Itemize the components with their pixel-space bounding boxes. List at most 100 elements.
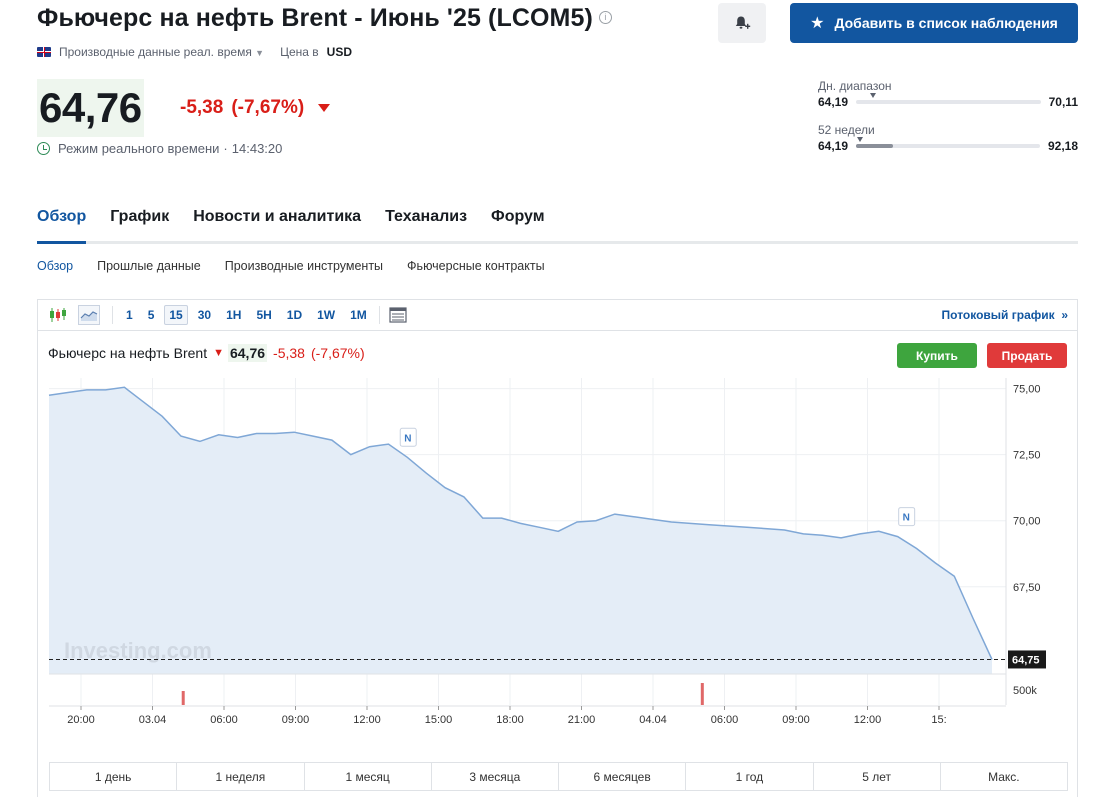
x-tick-label: 18:00 (496, 714, 524, 726)
week52-range-label: 52 недели (818, 123, 875, 137)
realtime-time: 14:43:20 (231, 141, 283, 156)
timeframe-1m[interactable]: 1M (350, 308, 367, 322)
page-title: Фьючерс на нефть Brent - Июнь '25 (LCOM5… (37, 4, 612, 33)
x-tick-label: 04.04 (639, 714, 667, 726)
chart-header: Фьючерс на нефть Brent ▼ 64,76 -5,38 (-7… (48, 344, 365, 362)
period-3m[interactable]: 3 месяца (432, 763, 559, 790)
last-price-badge (1008, 650, 1046, 669)
x-tick-label: 06:00 (210, 714, 238, 726)
down-arrow-icon: ▼ (213, 347, 224, 359)
x-tick-label: 21:00 (568, 714, 596, 726)
toolbar-divider (112, 306, 113, 324)
subtab-futures[interactable]: Фьючерсные контракты (407, 259, 545, 273)
news-marker (898, 507, 916, 527)
timeframe-5[interactable]: 5 (147, 308, 155, 322)
change-percent: (-7,67%) (231, 97, 305, 118)
day-range-bar (856, 93, 1041, 104)
info-icon[interactable]: i (598, 11, 612, 24)
chart-change-percent: (-7,67%) (310, 345, 365, 361)
x-tick-label: 15: (931, 714, 946, 726)
realtime-status: Режим реального времени · 14:43:20 (37, 141, 282, 156)
volume-axis-label: 500k (1013, 685, 1037, 697)
sub-tabs: Обзор Прошлые данные Производные инструм… (37, 259, 545, 273)
day-range-high: 70,11 (1048, 95, 1078, 109)
data-source-dropdown[interactable]: Производные данные реал. время ▼ (59, 45, 265, 59)
day-range-label: Дн. диапазон (818, 79, 892, 93)
week52-range-low: 64,19 (818, 139, 849, 153)
x-tick-label: 03.04 (139, 714, 167, 726)
star-icon: ★ (810, 15, 825, 32)
period-1d[interactable]: 1 день (50, 763, 178, 790)
realtime-separator: · (223, 141, 228, 156)
period-selector: 1 день 1 неделя 1 месяц 3 месяца 6 месяц… (49, 762, 1068, 791)
volume-bar (700, 683, 704, 705)
table-view-icon[interactable] (388, 305, 408, 325)
instrument-title: Фьючерс на нефть Brent - Июнь '25 (LCOM5… (37, 4, 593, 32)
timeframe-30[interactable]: 30 (197, 308, 212, 322)
subtab-derivatives[interactable]: Производные инструменты (224, 259, 384, 273)
chart-change: -5,38 (273, 345, 305, 361)
area-chart-icon[interactable] (78, 305, 100, 325)
timeframe-1[interactable]: 1 (126, 308, 133, 322)
news-marker-label: N (404, 433, 411, 444)
currency-value: USD (326, 45, 352, 59)
price-line (48, 386, 993, 660)
y-tick-label: 72,50 (1013, 450, 1041, 462)
bell-plus-icon (735, 16, 751, 29)
tab-news[interactable]: Новости и аналитика (193, 208, 362, 225)
week52-range-bar (856, 137, 1040, 148)
price-chart[interactable]: 75,00 72,50 70,00 67,50 Investing.com 64,75 N N… (38, 300, 1077, 755)
chart-panel: 1 5 15 30 1H 5H 1D 1W 1M Потоковый графи… (37, 299, 1078, 797)
caret-down-icon: ▼ (255, 48, 265, 58)
timeframe-15[interactable]: 15 (164, 305, 188, 325)
x-tick-label: 09:00 (282, 714, 310, 726)
timeframe-1d[interactable]: 1D (286, 308, 303, 322)
tab-technical[interactable]: Теханализ (385, 208, 468, 225)
x-tick-label: 12:00 (353, 714, 381, 726)
period-6m[interactable]: 6 месяцев (559, 763, 687, 790)
period-5y[interactable]: 5 лет (814, 763, 941, 790)
tab-chart[interactable]: График (110, 208, 170, 225)
y-tick-label: 75,00 (1013, 384, 1041, 396)
period-max[interactable]: Макс. (988, 769, 1020, 784)
timeframe-5h[interactable]: 5H (256, 308, 272, 322)
candlestick-icon[interactable] (48, 305, 68, 325)
toolbar-divider (378, 306, 380, 324)
add-to-watchlist-button[interactable]: ★ Добавить в список наблюдения (790, 3, 1078, 43)
timeframe-1w[interactable]: 1W (317, 308, 336, 322)
subtab-historical[interactable]: Прошлые данные (97, 259, 201, 273)
day-range-marker (869, 93, 876, 98)
x-tick-label: 06:00 (711, 714, 739, 726)
main-tabs: Обзор График Новости и аналитика Теханал… (37, 200, 1078, 244)
x-tick-label: 12:00 (854, 714, 882, 726)
alert-button[interactable] (718, 3, 766, 43)
down-arrow-icon (318, 104, 331, 112)
quote-meta: Производные данные реал. время ▼ Цена в … (37, 45, 352, 59)
x-tick-label: 20:00 (67, 714, 95, 726)
chart-instrument-name: Фьючерс на нефть Brent (48, 345, 208, 361)
currency-label: Цена в (280, 45, 319, 59)
news-marker (399, 427, 417, 447)
price-area (49, 387, 992, 674)
price-change: -5,38 (-7,67%) (180, 97, 331, 119)
last-price: 64,76 (39, 84, 142, 131)
period-1m[interactable]: 1 месяц (305, 763, 432, 790)
day-range: Дн. диапазон 64,19 70,11 (818, 79, 1078, 109)
buy-button[interactable]: Купить (897, 343, 977, 368)
timeframe-1h[interactable]: 1H (226, 308, 242, 322)
week52-range-marker (856, 137, 863, 142)
y-tick-label: 67,50 (1013, 582, 1041, 594)
last-price-box: 64,76 (37, 79, 144, 137)
period-1y[interactable]: 1 год (686, 763, 814, 790)
subtab-overview[interactable]: Обзор (37, 259, 74, 273)
week52-range-fill (856, 144, 893, 148)
tab-forum[interactable]: Форум (491, 208, 545, 225)
clock-icon (37, 142, 50, 155)
week52-range: 52 недели 64,19 92,18 (818, 123, 1078, 153)
tab-overview[interactable]: Обзор (37, 200, 87, 244)
uk-flag-icon (37, 47, 51, 57)
streaming-chart-link[interactable]: Потоковый график » (941, 308, 1068, 322)
x-tick-label: 15:00 (425, 714, 453, 726)
sell-button[interactable]: Продать (987, 343, 1067, 368)
period-1w[interactable]: 1 неделя (177, 763, 305, 790)
